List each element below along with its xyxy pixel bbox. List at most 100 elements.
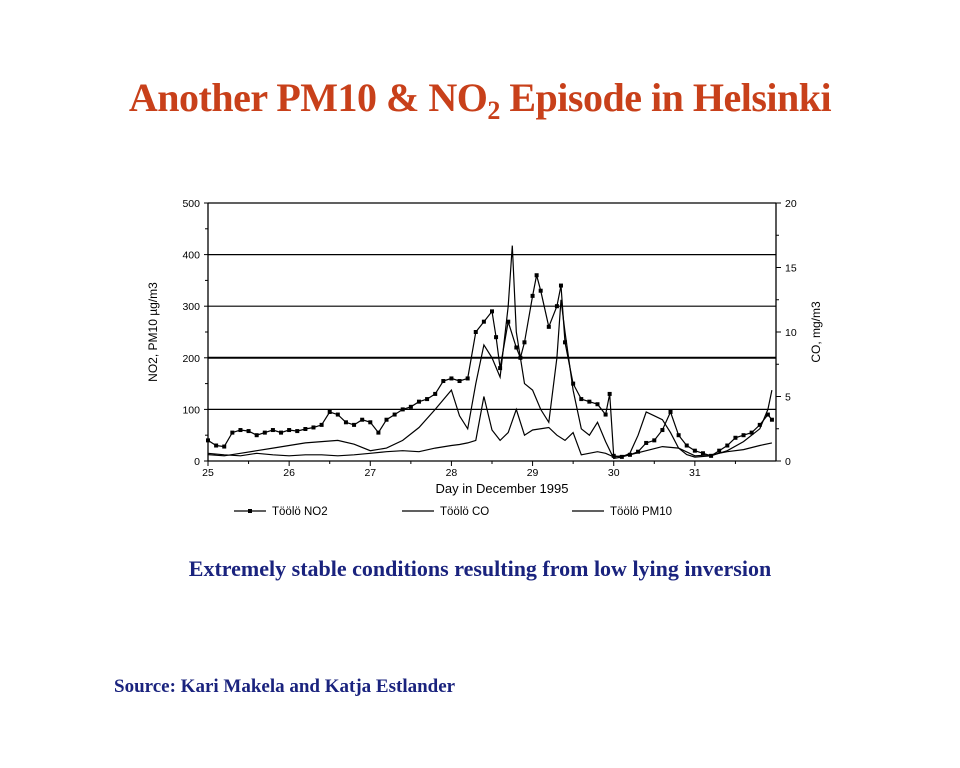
data-point-t-l-no2 — [676, 433, 681, 438]
x-axis-title: Day in December 1995 — [436, 481, 569, 496]
data-point-t-l-no2 — [684, 443, 689, 448]
data-point-t-l-no2 — [534, 273, 539, 278]
axis-layer: 0 100 200 300 400 500 0 5 10 15 20 25 26 27 28 29 30 31 — [182, 198, 796, 479]
data-point-t-l-no2 — [611, 453, 616, 458]
data-point-t-l-no2 — [571, 381, 576, 386]
series-line-t-l-co — [207, 245, 773, 460]
x-tick-label: 25 — [202, 467, 214, 479]
data-point-t-l-no2 — [636, 449, 641, 454]
data-point-t-l-no2 — [644, 440, 649, 445]
data-point-t-l-no2 — [765, 412, 770, 417]
data-point-t-l-no2 — [230, 430, 235, 435]
data-point-t-l-no2 — [668, 409, 673, 414]
title-subscript: 2 — [487, 96, 500, 125]
data-point-t-l-no2 — [400, 407, 405, 412]
x-tick-label: 31 — [689, 467, 701, 479]
y-tick-label-right: 10 — [785, 327, 797, 339]
legend-marker-t-l-no2 — [248, 509, 252, 513]
data-point-t-l-no2 — [757, 422, 762, 427]
y-tick-label-left: 0 — [194, 456, 200, 468]
grid-layer — [208, 202, 776, 410]
y-axis-title-left: NO2, PM10 µg/m3 — [146, 282, 160, 382]
data-point-t-l-no2 — [262, 430, 267, 435]
data-point-t-l-no2 — [319, 422, 324, 427]
data-point-t-l-no2 — [498, 366, 503, 371]
y-tick-label-right: 20 — [785, 198, 797, 210]
data-point-t-l-no2 — [587, 399, 592, 404]
data-point-t-l-no2 — [311, 425, 316, 430]
data-point-t-l-no2 — [392, 412, 397, 417]
legend-label-t-l-no2: Töölö NO2 — [272, 506, 328, 518]
data-point-t-l-no2 — [733, 435, 738, 440]
slide-title: Another PM10 & NO2 Episode in Helsinki — [0, 74, 960, 124]
data-point-t-l-no2 — [222, 444, 227, 449]
data-point-t-l-no2 — [238, 428, 243, 433]
data-point-t-l-no2 — [660, 428, 665, 433]
data-point-t-l-no2 — [603, 412, 608, 417]
data-point-t-l-no2 — [490, 309, 494, 314]
data-point-t-l-no2 — [433, 391, 438, 396]
series-line-t-l-pm10 — [207, 396, 773, 458]
data-point-t-l-no2 — [514, 345, 519, 350]
data-point-t-l-no2 — [558, 283, 563, 288]
title-end: Episode in Helsinki — [499, 75, 832, 120]
data-point-t-l-no2 — [368, 420, 373, 425]
data-point-t-l-no2 — [725, 443, 730, 448]
data-point-t-l-no2 — [214, 443, 219, 448]
data-point-t-l-no2 — [700, 451, 705, 456]
data-point-t-l-no2 — [303, 427, 308, 432]
data-point-t-l-no2 — [692, 448, 697, 453]
legend: Töölö NO2 Töölö CO Töölö PM10 — [234, 506, 672, 518]
data-point-t-l-no2 — [449, 376, 454, 381]
x-tick-label: 29 — [527, 467, 539, 479]
data-point-t-l-no2 — [335, 412, 340, 417]
legend-label-t-l-pm10: Töölö PM10 — [610, 506, 672, 518]
data-point-t-l-no2 — [376, 430, 381, 435]
slide-caption: Extremely stable conditions resulting fr… — [188, 556, 772, 581]
title-main: Another PM10 & NO — [128, 75, 488, 120]
y-tick-label-left: 100 — [182, 404, 200, 416]
data-point-t-l-no2 — [652, 438, 657, 443]
data-point-t-l-no2 — [494, 335, 499, 340]
data-point-t-l-no2 — [538, 288, 543, 293]
data-point-t-l-no2 — [530, 293, 535, 298]
x-tick-label: 26 — [283, 467, 295, 479]
data-point-t-l-no2 — [441, 379, 446, 384]
data-point-t-l-no2 — [384, 417, 389, 422]
data-point-t-l-no2 — [595, 402, 600, 407]
data-point-t-l-no2 — [607, 391, 612, 396]
data-point-t-l-no2 — [327, 409, 332, 414]
legend-label-t-l-co: Töölö CO — [440, 506, 489, 518]
data-point-t-l-no2 — [506, 319, 511, 324]
x-tick-label: 27 — [364, 467, 376, 479]
y-tick-label-right: 5 — [785, 392, 791, 404]
data-point-t-l-no2 — [457, 379, 462, 384]
y-tick-label-right: 0 — [785, 456, 791, 468]
data-point-t-l-no2 — [473, 330, 478, 334]
data-point-t-l-no2 — [465, 376, 470, 381]
data-point-t-l-no2 — [416, 399, 421, 404]
data-point-t-l-no2 — [741, 433, 746, 438]
x-tick-label: 30 — [608, 467, 620, 479]
data-point-t-l-no2 — [287, 428, 292, 433]
data-point-t-l-no2 — [343, 420, 348, 425]
pollution-line-chart: 0 100 200 300 400 500 0 5 10 15 20 25 26 27 28 29 30 31 D… — [146, 198, 823, 518]
data-point-t-l-no2 — [522, 340, 527, 345]
data-point-t-l-no2 — [481, 319, 486, 324]
data-point-t-l-no2 — [408, 404, 413, 409]
y-tick-label-right: 15 — [785, 263, 797, 275]
y-tick-label-left: 300 — [182, 301, 200, 313]
y-axis-title-right: CO, mg/m3 — [809, 301, 823, 363]
data-point-t-l-no2 — [425, 397, 430, 402]
data-point-t-l-no2 — [546, 324, 551, 329]
data-point-t-l-no2 — [279, 430, 284, 435]
data-point-t-l-no2 — [554, 304, 559, 309]
y-tick-label-left: 500 — [182, 198, 200, 210]
data-point-t-l-no2 — [579, 397, 584, 402]
data-point-t-l-no2 — [206, 438, 210, 443]
data-point-t-l-no2 — [769, 417, 774, 422]
data-point-t-l-no2 — [717, 448, 722, 453]
series-line-t-l-no2 — [207, 275, 773, 458]
x-tick-label: 28 — [446, 467, 458, 479]
data-point-t-l-no2 — [270, 428, 275, 433]
